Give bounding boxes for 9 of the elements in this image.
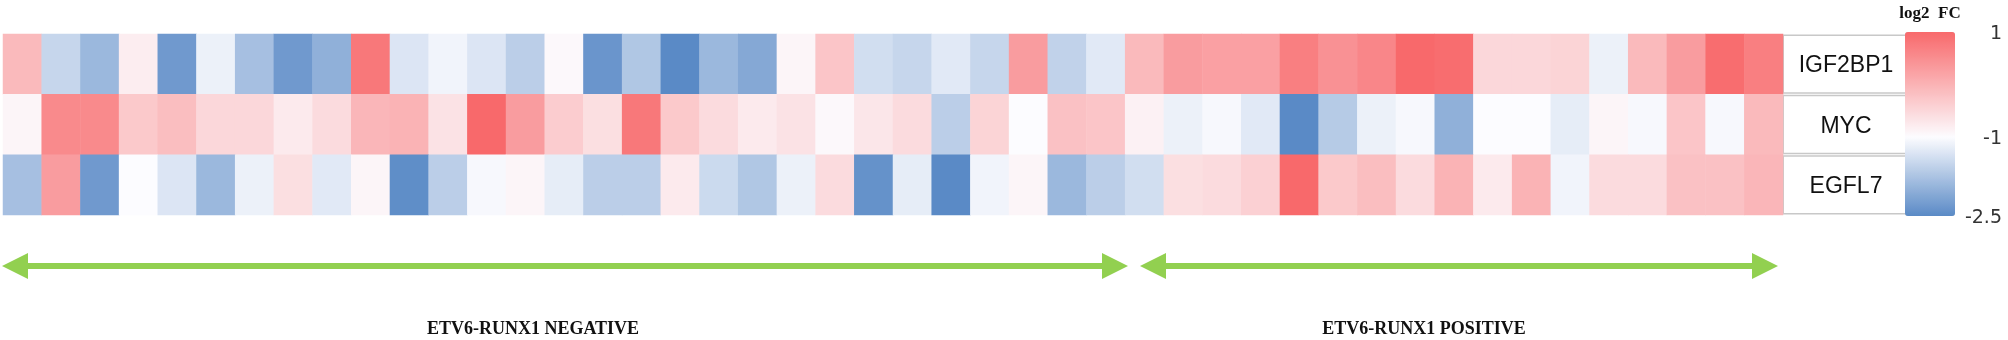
color-bar-label: -2.5 [1964,205,2002,227]
y-tick-label: MYC [1820,111,1872,138]
y-tick-label: IGF2BP1 [1798,51,1894,78]
text: ETV6-RUNX1 POSITIVE [1322,318,1526,338]
y-tick-label: EGFL7 [1809,171,1883,198]
text: ETV6-RUNX1 NEGATIVE [426,318,640,338]
color-bar-title: log2 FC [1899,2,1961,22]
color-bar-label: -1 [1983,126,2002,149]
color-bar-label: 1 [1989,21,2002,43]
